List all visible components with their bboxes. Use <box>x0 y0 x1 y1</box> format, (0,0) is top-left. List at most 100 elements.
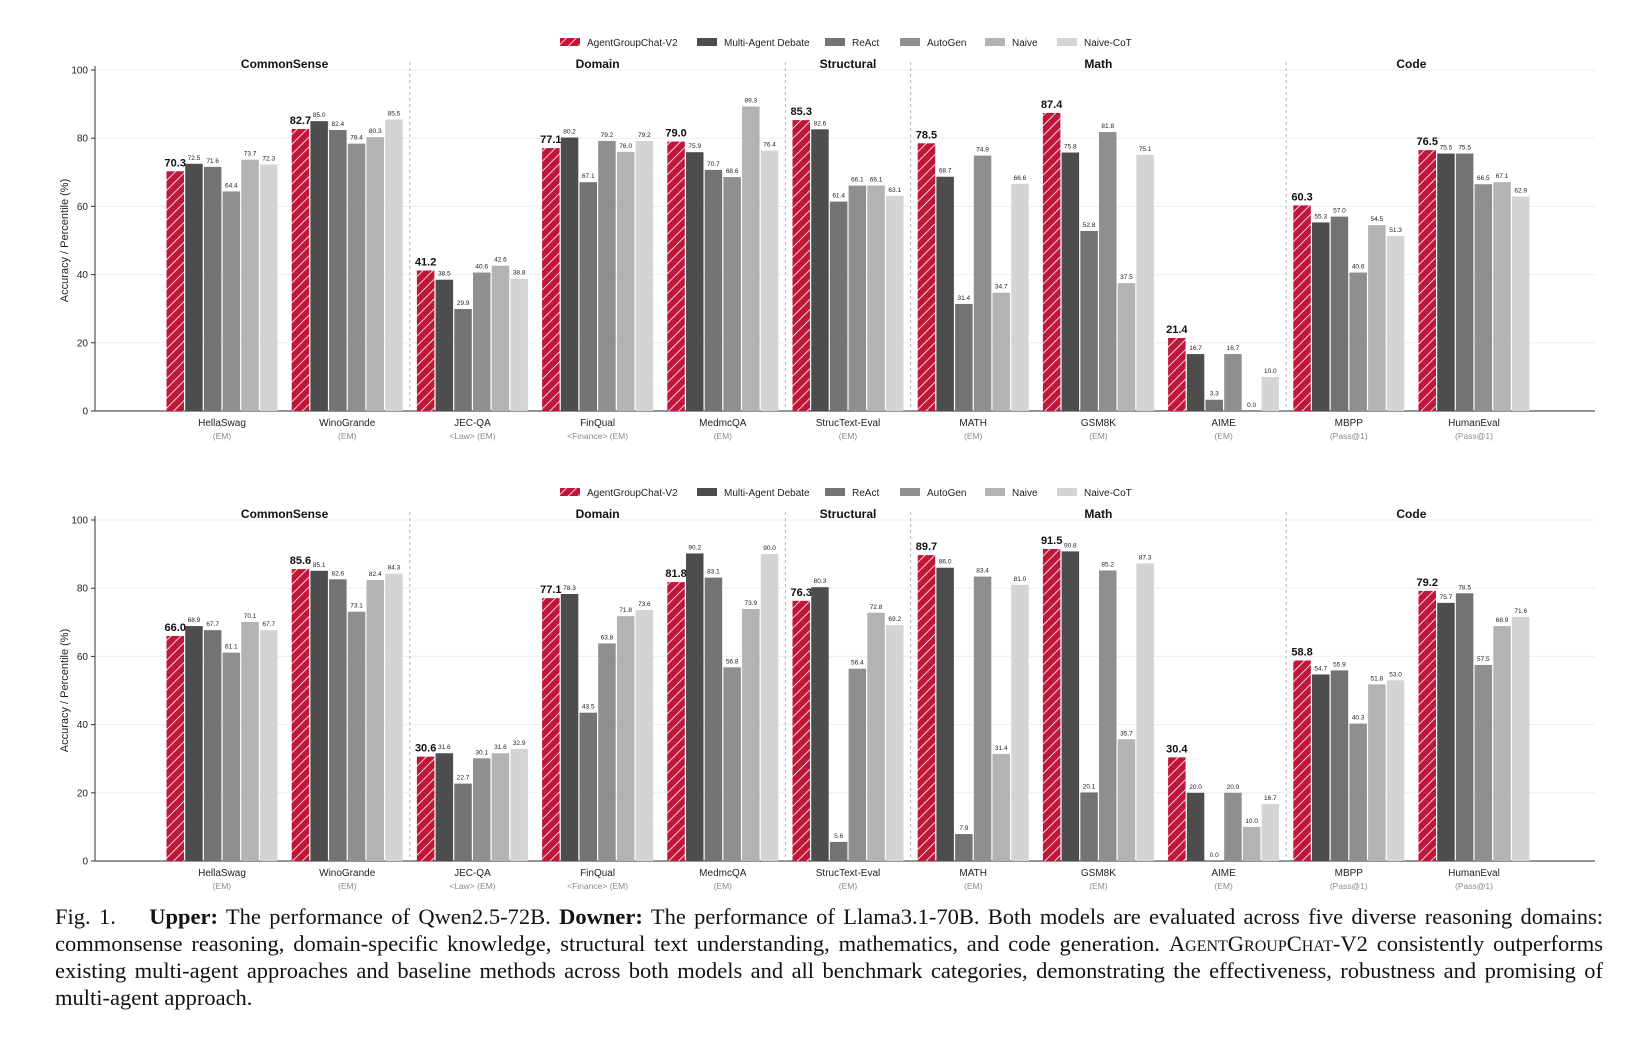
x-tick-label: HumanEval <box>1448 868 1500 879</box>
x-tick-label: GSM8K <box>1081 418 1116 429</box>
y-tick-label: 0 <box>82 857 88 868</box>
legend-swatch <box>825 38 845 46</box>
bar <box>473 758 491 861</box>
bar <box>1437 153 1455 412</box>
x-tick-sublabel: (Pass@1) <box>1330 431 1368 441</box>
data-label: 80.2 <box>563 129 576 136</box>
bar <box>1011 584 1029 861</box>
data-label: 89.7 <box>916 541 937 553</box>
bar <box>510 278 528 411</box>
bar <box>185 626 203 861</box>
x-tick-sublabel: (EM) <box>839 431 858 441</box>
bar <box>723 177 741 411</box>
bar <box>385 119 403 411</box>
legend-label: Naive-CoT <box>1084 488 1132 499</box>
bar <box>560 137 579 411</box>
data-label: 83.4 <box>976 568 989 575</box>
bar <box>1261 804 1280 861</box>
bar <box>886 195 904 411</box>
data-label: 82.4 <box>332 121 345 128</box>
bar <box>1474 664 1493 861</box>
legend-label: ReAct <box>852 38 879 49</box>
data-label: 40.3 <box>1352 715 1365 722</box>
bar <box>579 182 597 411</box>
bar <box>291 569 310 861</box>
bar <box>811 129 829 412</box>
data-label: 32.9 <box>513 740 526 747</box>
bar <box>385 573 403 861</box>
y-tick-label: 60 <box>77 652 89 663</box>
bar <box>1312 674 1330 861</box>
lower-bar-chart: AgentGroupChat-V2 Multi-Agent Debate ReAct… <box>59 488 1595 891</box>
x-tick-sublabel: (EM) <box>839 881 858 891</box>
data-label: 42.6 <box>494 257 507 264</box>
bar <box>291 128 310 412</box>
x-tick-label: GSM8K <box>1081 868 1116 879</box>
data-label: 68.9 <box>1496 617 1509 624</box>
x-tick-sublabel: (EM) <box>964 431 983 441</box>
bar <box>1117 739 1136 861</box>
bar <box>1455 153 1474 412</box>
data-label: 79.0 <box>665 128 686 140</box>
bar <box>329 579 347 861</box>
data-label: 79.2 <box>1417 577 1438 589</box>
x-tick-sublabel: (EM) <box>714 431 733 441</box>
bar <box>792 600 810 861</box>
data-label: 63.1 <box>888 187 901 194</box>
bar <box>241 159 259 411</box>
bar <box>1136 154 1154 411</box>
data-label: 85.2 <box>1101 561 1114 568</box>
caption-upper-label: Upper: <box>149 904 218 929</box>
data-label: 21.4 <box>1166 324 1188 336</box>
bar <box>686 553 704 861</box>
data-label: 60.3 <box>1291 191 1312 203</box>
bar <box>1368 225 1386 411</box>
bar <box>166 171 184 411</box>
y-tick-label: 40 <box>77 720 89 731</box>
domain-header: CommonSense <box>241 507 329 521</box>
bar <box>560 593 579 861</box>
data-label: 67.1 <box>1496 173 1509 180</box>
bar <box>917 555 936 861</box>
bar <box>811 587 829 861</box>
data-label: 55.3 <box>1314 213 1327 220</box>
legend-swatch <box>985 488 1005 496</box>
domain-header: Structural <box>820 57 877 71</box>
x-tick-label: MBPP <box>1335 418 1364 429</box>
bar <box>579 712 597 861</box>
data-label: 76.5 <box>1417 136 1438 148</box>
x-tick-sublabel: (Pass@1) <box>1455 431 1493 441</box>
data-label: 71.6 <box>1514 608 1527 615</box>
data-label: 73.9 <box>745 600 758 607</box>
bar <box>185 163 203 411</box>
bar <box>416 270 435 411</box>
data-label: 69.2 <box>888 616 901 623</box>
x-tick-sublabel: (EM) <box>213 431 232 441</box>
legend-swatch <box>560 488 580 496</box>
x-tick-sublabel: (EM) <box>964 881 983 891</box>
data-label: 16.7 <box>1189 345 1202 352</box>
bar <box>829 841 848 861</box>
bar <box>1349 272 1367 411</box>
data-label: 34.7 <box>995 284 1008 291</box>
data-label: 54.5 <box>1371 216 1384 223</box>
data-label: 85.1 <box>313 562 326 569</box>
data-label: 82.7 <box>290 115 311 127</box>
data-label: 55.9 <box>1333 661 1346 668</box>
bar <box>491 265 510 411</box>
x-tick-sublabel: (EM) <box>1214 431 1233 441</box>
data-label: 81.0 <box>1014 576 1027 583</box>
bar <box>723 667 741 861</box>
data-label: 20.0 <box>1189 784 1202 791</box>
data-label: 87.3 <box>1139 554 1152 561</box>
bar <box>1136 563 1154 861</box>
bar <box>1330 216 1349 411</box>
bar <box>973 576 992 861</box>
data-label: 78.5 <box>1458 584 1471 591</box>
data-label: 38.5 <box>438 271 451 278</box>
x-tick-sublabel: (EM) <box>1214 881 1233 891</box>
data-label: 80.3 <box>814 578 827 585</box>
figure: AgentGroupChat-V2 Multi-Agent Debate ReAct… <box>59 38 1595 891</box>
data-label: 72.8 <box>870 604 883 611</box>
data-label: 51.8 <box>1371 675 1384 682</box>
